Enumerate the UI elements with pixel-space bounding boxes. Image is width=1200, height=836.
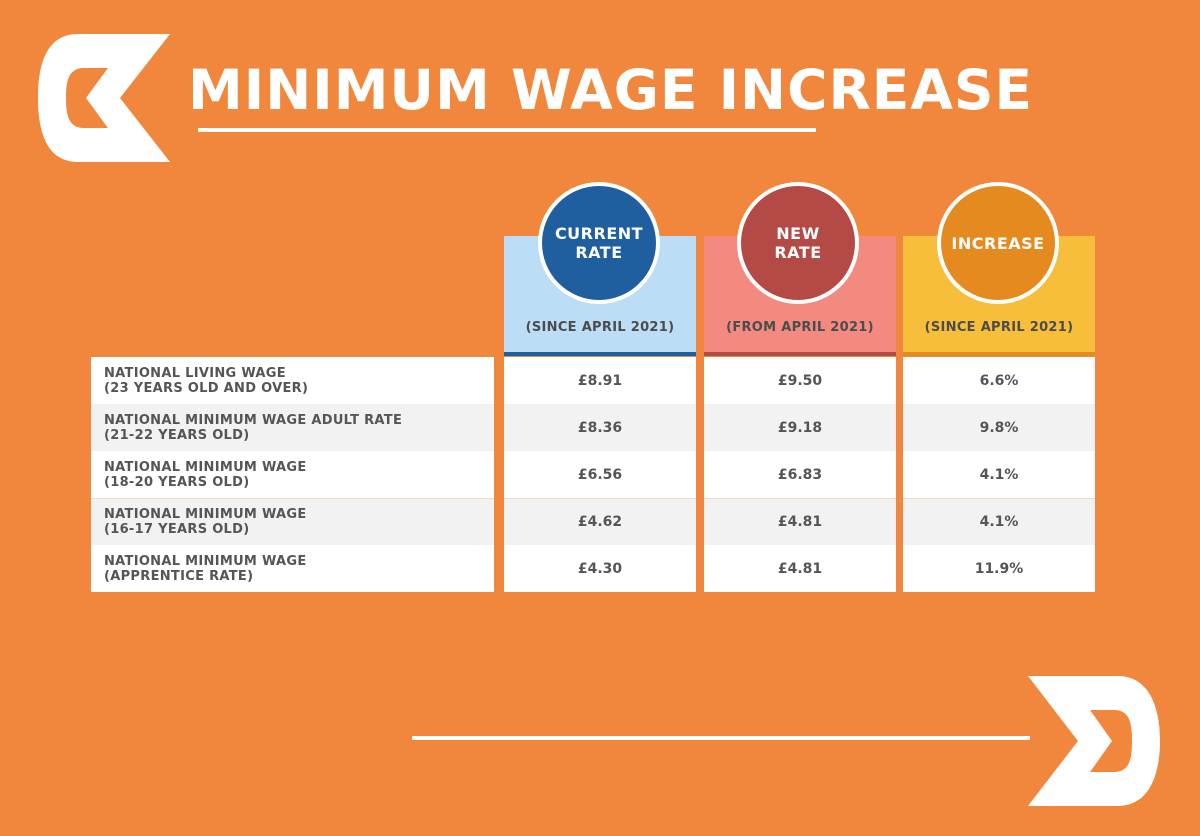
column-subtitle-current: (SINCE APRIL 2021) [525,320,675,335]
new-rate-column: £9.50 £9.18 £6.83 £4.81 £4.81 [704,357,896,592]
row-label-line1: NATIONAL MINIMUM WAGE [104,507,307,522]
row-label-line2: (16-17 YEARS OLD) [104,522,250,537]
row-label-line1: NATIONAL MINIMUM WAGE ADULT RATE [104,412,403,428]
table-row-label: NATIONAL LIVING WAGE (23 YEARS OLD AND OV… [91,357,494,404]
brand-logo-left [38,34,170,162]
current-rate-badge: CURRENT RATE [538,182,660,304]
column-underbar [903,352,1095,356]
increase-badge-label: INCREASE [951,233,1045,253]
table-cell-new: £4.81 [704,498,896,545]
table-cell-new: £6.83 [777,466,823,483]
row-label-line2: (18-20 YEARS OLD) [104,474,250,490]
table-cell-current: £6.56 [577,466,623,483]
current-rate-badge-label: CURRENT RATE [554,224,644,262]
new-rate-badge: NEW RATE [737,182,859,304]
row-label-line2: (APPRENTICE RATE) [104,568,254,584]
increase-column: 6.6% 9.8% 4.1% 4.1% 11.9% [903,357,1095,592]
table-cell-increase: 9.8% [903,404,1095,451]
brand-logo-right [1028,676,1160,806]
table-row-label: NATIONAL MINIMUM WAGE (18-20 YEARS OLD) [91,451,494,498]
row-label-line2: (23 YEARS OLD AND OVER) [104,380,309,396]
table-row-label: NATIONAL MINIMUM WAGE ADULT RATE (21-22 Y… [91,404,494,451]
table-cell-increase: 4.1% [979,466,1019,483]
row-label-line2: (21-22 YEARS OLD) [104,427,250,443]
table-cell-current: £4.62 [504,498,696,545]
increase-badge: INCREASE [937,182,1059,304]
row-label-line1: NATIONAL LIVING WAGE [104,365,286,381]
table-cell-current: £4.30 [577,560,623,577]
column-subtitle-increase: (SINCE APRIL 2021) [924,320,1074,335]
title-underline [198,128,816,132]
table-cell-increase: 6.6% [979,372,1019,389]
column-underbar [704,352,896,356]
row-labels: NATIONAL LIVING WAGE (23 YEARS OLD AND OV… [91,357,494,592]
table-cell-new: £4.81 [777,560,823,577]
table-cell-current: £8.91 [577,372,623,389]
current-rate-column: £8.91 £8.36 £6.56 £4.62 £4.30 [504,357,696,592]
table-cell-increase: 11.9% [974,560,1024,577]
table-cell-new: £9.18 [704,404,896,451]
bottom-divider [412,736,1030,740]
row-label-line1: NATIONAL MINIMUM WAGE [104,553,307,569]
column-underbar [504,352,696,356]
new-rate-badge-label: NEW RATE [774,224,822,262]
column-subtitle-new: (FROM APRIL 2021) [726,320,874,335]
table-cell-new: £9.50 [777,372,823,389]
table-cell-increase: 4.1% [903,498,1095,545]
table-row-label: NATIONAL MINIMUM WAGE (16-17 YEARS OLD) [91,498,494,545]
table-cell-current: £8.36 [504,404,696,451]
page-title: MINIMUM WAGE INCREASE [188,58,1034,122]
row-label-line1: NATIONAL MINIMUM WAGE [104,459,307,475]
table-row-label: NATIONAL MINIMUM WAGE (APPRENTICE RATE) [91,545,494,592]
